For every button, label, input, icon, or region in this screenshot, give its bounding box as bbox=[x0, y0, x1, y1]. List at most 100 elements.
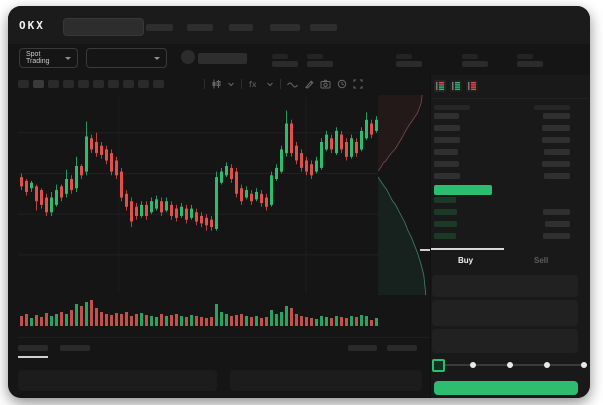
ask-amount-bar[interactable] bbox=[542, 125, 570, 131]
slider-stop-dot[interactable] bbox=[544, 362, 550, 368]
timeframe-button[interactable] bbox=[138, 80, 149, 88]
candle bbox=[225, 166, 228, 176]
candle bbox=[190, 208, 193, 218]
amount-slider-handle[interactable] bbox=[432, 359, 445, 372]
bottom-tab[interactable] bbox=[60, 345, 90, 351]
bottom-control[interactable] bbox=[387, 345, 417, 351]
timeframe-button[interactable] bbox=[33, 80, 44, 88]
volume-bar bbox=[200, 317, 203, 326]
history-icon[interactable] bbox=[337, 79, 347, 89]
book-bids-icon[interactable] bbox=[450, 80, 462, 92]
nav-item[interactable] bbox=[146, 24, 173, 31]
ask-price-bar[interactable] bbox=[434, 161, 459, 167]
volume-bar bbox=[165, 316, 168, 326]
stat-value-placeholder bbox=[462, 61, 488, 67]
candle bbox=[30, 182, 33, 189]
icon-bar bbox=[452, 82, 454, 90]
timeframe-button[interactable] bbox=[18, 80, 29, 88]
volume-bar bbox=[90, 300, 93, 326]
candle bbox=[110, 153, 113, 172]
candle bbox=[335, 130, 338, 154]
timeframe-button[interactable] bbox=[48, 80, 59, 88]
search-input[interactable] bbox=[63, 18, 144, 36]
depth-bids-area bbox=[378, 177, 426, 295]
app-window: OKX Spot Trading fx bbox=[8, 6, 590, 398]
nav-item[interactable] bbox=[187, 24, 213, 31]
candle bbox=[200, 216, 203, 224]
ask-amount-bar[interactable] bbox=[543, 113, 570, 119]
fullscreen-icon[interactable] bbox=[353, 79, 363, 89]
ask-amount-bar[interactable] bbox=[542, 137, 570, 143]
orderbook-last-price-bar[interactable] bbox=[434, 185, 492, 195]
volume-bar bbox=[275, 314, 278, 326]
nav-item[interactable] bbox=[270, 24, 300, 31]
candle bbox=[290, 123, 293, 154]
tab-sell[interactable]: Sell bbox=[534, 256, 549, 265]
buy-tab-indicator bbox=[431, 248, 504, 250]
ask-price-bar[interactable] bbox=[434, 113, 459, 119]
camera-icon[interactable] bbox=[320, 79, 331, 89]
bid-price-bar[interactable] bbox=[434, 197, 456, 203]
nav-item[interactable] bbox=[229, 24, 253, 31]
market-type-dropdown[interactable]: Spot Trading bbox=[19, 48, 78, 68]
bid-amount-bar[interactable] bbox=[543, 209, 570, 215]
icon-row bbox=[471, 82, 476, 84]
timeframe-button[interactable] bbox=[63, 80, 74, 88]
candlestick-chart[interactable] bbox=[18, 97, 378, 293]
trade-input-field[interactable] bbox=[432, 275, 578, 297]
tab-buy[interactable]: Buy bbox=[458, 256, 474, 265]
chevron-down-icon[interactable] bbox=[227, 80, 235, 88]
timeframe-button[interactable] bbox=[93, 80, 104, 88]
timeframe-button[interactable] bbox=[78, 80, 89, 88]
ask-amount-bar[interactable] bbox=[544, 149, 570, 155]
chevron-down-icon bbox=[65, 56, 71, 60]
slider-stop-dot[interactable] bbox=[581, 362, 587, 368]
candle bbox=[55, 190, 58, 205]
candle bbox=[235, 171, 238, 194]
ask-price-bar[interactable] bbox=[434, 137, 460, 143]
ask-amount-bar[interactable] bbox=[544, 173, 570, 179]
ask-price-bar[interactable] bbox=[434, 125, 460, 131]
timeframe-button[interactable] bbox=[153, 80, 164, 88]
buy-button[interactable] bbox=[434, 381, 578, 395]
icon-row bbox=[439, 82, 444, 84]
bid-price-bar[interactable] bbox=[434, 233, 456, 239]
chevron-down-icon[interactable] bbox=[266, 80, 274, 88]
okx-logo: OKX bbox=[19, 19, 45, 32]
bottom-control[interactable] bbox=[348, 345, 377, 351]
slider-stop-dot[interactable] bbox=[470, 362, 476, 368]
book-both-icon[interactable] bbox=[434, 80, 446, 92]
bid-price-bar[interactable] bbox=[434, 221, 457, 227]
indicators-icon[interactable]: fx bbox=[248, 79, 260, 89]
candle bbox=[20, 177, 23, 187]
pair-selector-dropdown[interactable] bbox=[86, 48, 167, 68]
candle-style-icon[interactable] bbox=[211, 79, 221, 89]
book-asks-icon[interactable] bbox=[466, 80, 478, 92]
stat-value-placeholder bbox=[396, 61, 422, 67]
candle bbox=[50, 197, 53, 213]
bid-amount-bar[interactable] bbox=[545, 221, 570, 227]
trade-input-field[interactable] bbox=[432, 329, 578, 353]
trade-input-field[interactable] bbox=[432, 300, 578, 326]
ask-amount-bar[interactable] bbox=[542, 161, 570, 167]
brush-icon[interactable] bbox=[304, 79, 314, 89]
ask-price-bar[interactable] bbox=[434, 173, 460, 179]
bid-amount-bar[interactable] bbox=[543, 233, 570, 239]
volume-bar bbox=[315, 319, 318, 326]
volume-bar bbox=[365, 316, 368, 326]
candle bbox=[260, 193, 263, 204]
slider-stop-dot[interactable] bbox=[507, 362, 513, 368]
candle bbox=[370, 123, 373, 135]
timeframe-button[interactable] bbox=[123, 80, 134, 88]
timeframe-button[interactable] bbox=[108, 80, 119, 88]
stat-label-placeholder bbox=[517, 54, 533, 59]
nav-item[interactable] bbox=[310, 24, 337, 31]
bottom-tab[interactable] bbox=[18, 345, 48, 351]
candle bbox=[215, 177, 218, 229]
depth-asks-line bbox=[377, 94, 423, 172]
line-type-icon[interactable] bbox=[287, 79, 298, 89]
bid-price-bar[interactable] bbox=[434, 209, 457, 215]
ask-price-bar[interactable] bbox=[434, 149, 458, 155]
current-price-marker bbox=[420, 249, 430, 251]
depth-asks-area bbox=[378, 95, 423, 171]
